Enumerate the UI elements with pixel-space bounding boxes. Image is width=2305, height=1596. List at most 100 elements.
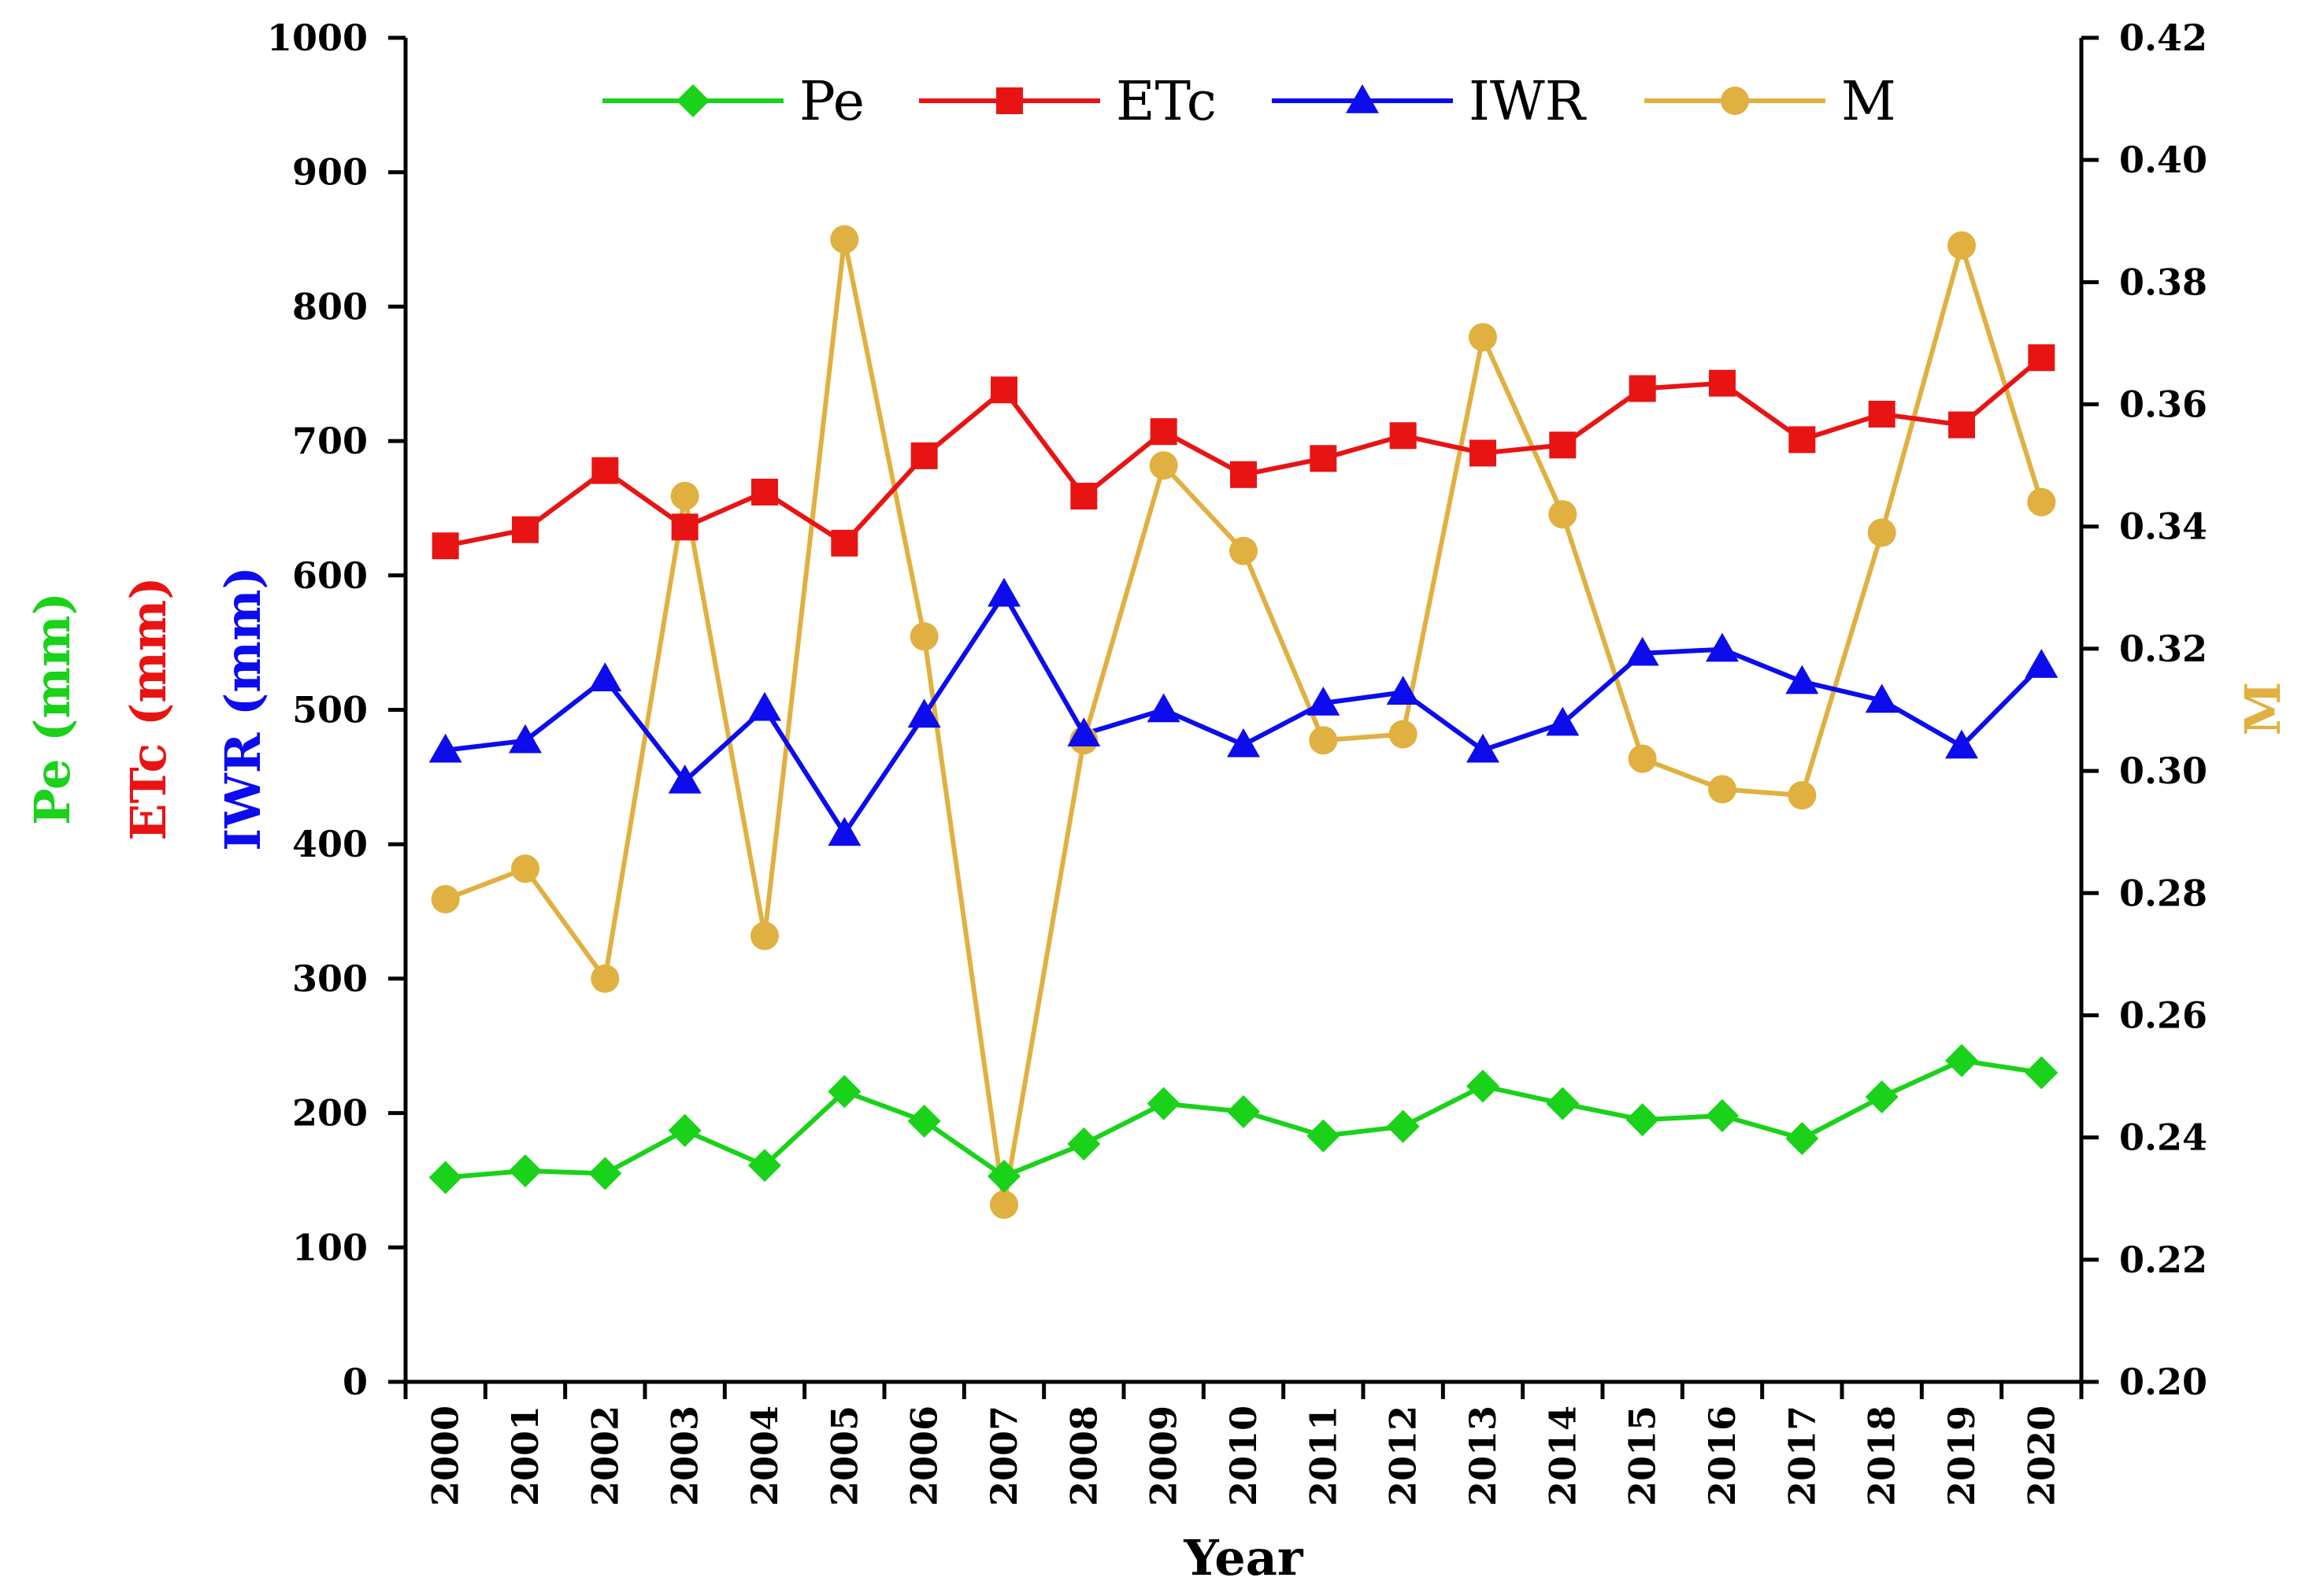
x-tick-label: 2001 xyxy=(504,1405,547,1506)
point-m xyxy=(591,965,619,993)
point-m xyxy=(511,854,539,883)
left-y-axis-title: Pe (mm) xyxy=(24,592,81,825)
right-y-tick-label: 0.36 xyxy=(2119,383,2207,426)
point-pe xyxy=(1785,1122,1818,1155)
legend-label-m: M xyxy=(1841,71,1896,133)
right-y-tick-label: 0.26 xyxy=(2119,994,2207,1036)
x-tick-label: 2004 xyxy=(743,1405,786,1506)
x-tick-label: 2016 xyxy=(1701,1405,1744,1506)
point-m xyxy=(910,622,939,650)
point-m xyxy=(830,225,858,254)
point-iwr xyxy=(2025,649,2058,678)
point-pe xyxy=(1306,1120,1340,1153)
point-m xyxy=(750,922,779,950)
chart-svg: 010020030040050060070080090010000.200.22… xyxy=(0,0,2305,1596)
point-etc xyxy=(991,376,1017,403)
left-y-tick-label: 600 xyxy=(292,554,368,597)
point-pe xyxy=(429,1161,462,1194)
legend-marker-m xyxy=(1721,87,1749,115)
right-y-tick-label: 0.32 xyxy=(2119,628,2207,670)
right-y-tick-label: 0.34 xyxy=(2119,505,2207,548)
x-tick-label: 2018 xyxy=(1861,1405,1903,1506)
right-y-tick-label: 0.28 xyxy=(2119,872,2207,914)
legend-label-etc: ETc xyxy=(1116,71,1217,133)
point-etc xyxy=(1788,426,1815,453)
point-etc xyxy=(432,532,459,559)
point-pe xyxy=(1546,1087,1579,1120)
left-y-axis-title: IWR (mm) xyxy=(214,566,272,851)
point-m xyxy=(1868,518,1896,546)
point-iwr xyxy=(588,662,621,691)
point-etc xyxy=(512,517,539,543)
point-iwr xyxy=(748,692,781,721)
x-tick-label: 2015 xyxy=(1621,1405,1664,1506)
x-tick-label: 2012 xyxy=(1382,1405,1425,1506)
legend-label-iwr: IWR xyxy=(1469,71,1587,133)
point-pe xyxy=(1466,1069,1499,1102)
x-tick-label: 2008 xyxy=(1062,1405,1105,1506)
point-m xyxy=(1708,775,1736,803)
legend-marker-pe xyxy=(676,84,710,117)
x-tick-label: 2009 xyxy=(1143,1405,1185,1506)
point-pe xyxy=(1866,1080,1899,1113)
point-iwr xyxy=(828,817,861,846)
point-etc xyxy=(1070,483,1097,509)
point-m xyxy=(1389,720,1417,749)
left-y-tick-label: 400 xyxy=(292,823,368,865)
left-y-tick-label: 500 xyxy=(292,689,368,731)
point-m xyxy=(1947,231,1976,260)
point-etc xyxy=(672,513,699,540)
point-etc xyxy=(1390,422,1417,449)
right-y-tick-label: 0.20 xyxy=(2119,1361,2207,1403)
point-pe xyxy=(908,1105,941,1138)
right-y-tick-label: 0.22 xyxy=(2119,1239,2207,1281)
legend-marker-etc xyxy=(996,87,1023,114)
point-pe xyxy=(1945,1044,1978,1077)
point-pe xyxy=(1227,1095,1260,1128)
point-etc xyxy=(2028,344,2055,371)
chart: 0 100 200 300 400 500 600 700 800 900 1000 0.20 0.22… xyxy=(0,0,2305,1596)
x-tick-label: 2000 xyxy=(424,1405,467,1506)
right-y-tick-label: 0.30 xyxy=(2119,750,2207,792)
point-etc xyxy=(1709,370,1736,397)
x-tick-label: 2007 xyxy=(983,1405,1025,1506)
point-iwr xyxy=(1785,665,1818,694)
point-etc xyxy=(1310,445,1336,472)
point-iwr xyxy=(1147,694,1180,723)
x-tick-label: 2011 xyxy=(1302,1405,1344,1506)
point-iwr xyxy=(988,578,1021,607)
point-etc xyxy=(911,443,938,469)
legend-label-pe: Pe xyxy=(799,71,865,133)
point-m xyxy=(990,1191,1018,1219)
point-etc xyxy=(1629,376,1656,402)
point-etc xyxy=(1948,412,1975,439)
left-y-tick-label: 700 xyxy=(292,420,368,462)
x-tick-label: 2010 xyxy=(1222,1405,1265,1506)
point-m xyxy=(1309,726,1337,754)
point-m xyxy=(671,482,699,510)
x-tick-label: 2006 xyxy=(903,1405,946,1506)
left-y-tick-label: 0 xyxy=(343,1361,368,1403)
point-iwr xyxy=(1706,633,1739,662)
right-y-tick-label: 0.40 xyxy=(2119,139,2207,181)
left-y-tick-label: 200 xyxy=(292,1092,368,1135)
point-m xyxy=(1629,745,1657,773)
x-tick-label: 2020 xyxy=(2020,1405,2062,1506)
point-m xyxy=(1469,323,1497,351)
right-y-tick-label: 0.42 xyxy=(2119,17,2207,59)
left-y-tick-label: 100 xyxy=(292,1226,368,1268)
point-pe xyxy=(1387,1110,1420,1143)
x-tick-label: 2013 xyxy=(1462,1405,1504,1506)
right-y-tick-label: 0.24 xyxy=(2119,1116,2207,1159)
point-pe xyxy=(588,1157,621,1190)
left-y-axis-title: ETc (mm) xyxy=(120,576,177,841)
x-tick-label: 2019 xyxy=(1940,1405,1983,1506)
point-etc xyxy=(1549,431,1576,458)
x-tick-label: 2017 xyxy=(1781,1405,1823,1506)
x-tick-label: 2002 xyxy=(584,1405,626,1506)
point-m xyxy=(432,885,460,913)
point-etc xyxy=(1151,418,1177,445)
point-pe xyxy=(509,1154,542,1187)
point-m xyxy=(2027,488,2055,517)
point-m xyxy=(1229,537,1258,565)
